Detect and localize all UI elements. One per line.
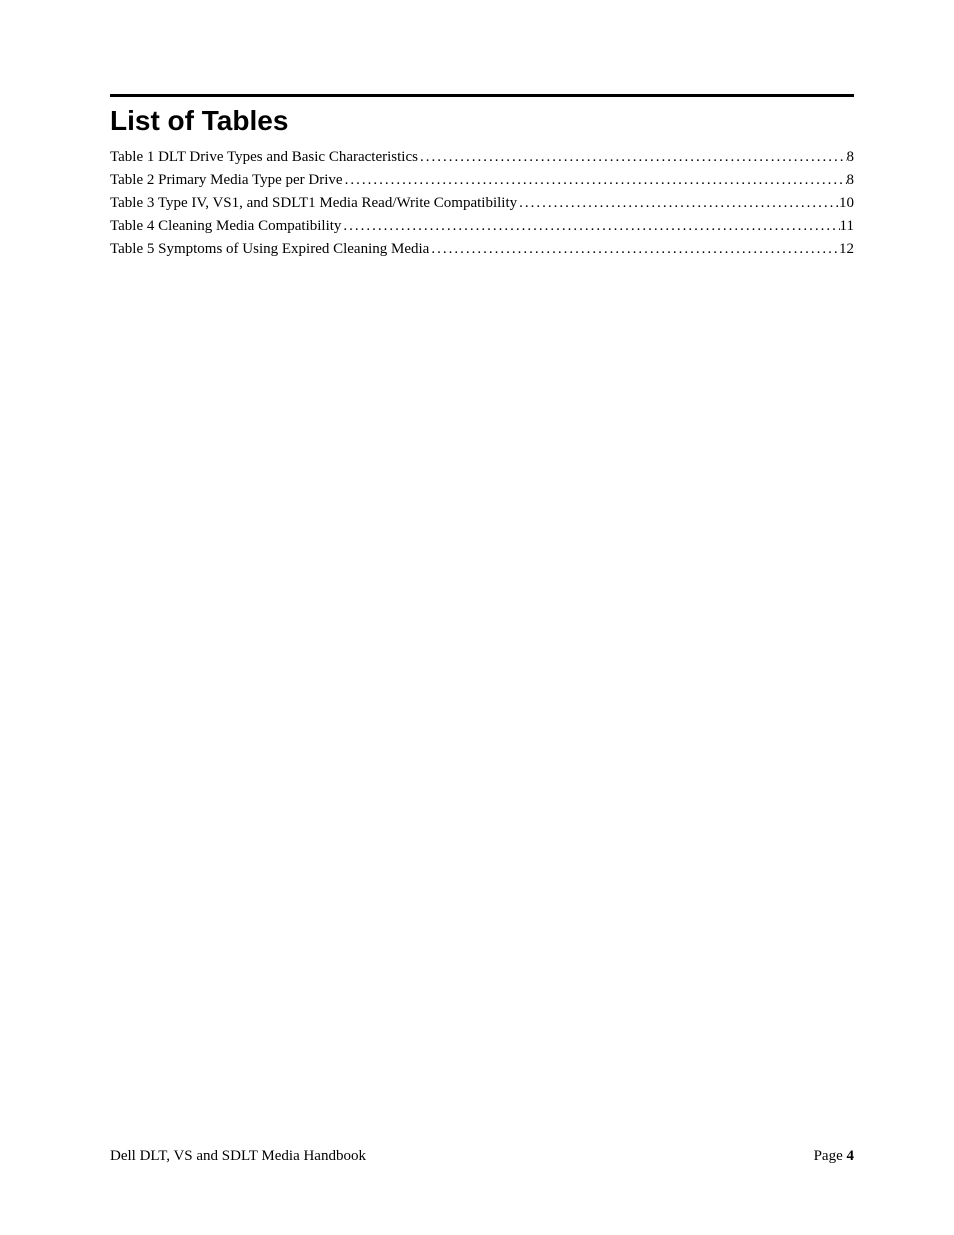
page-footer: Dell DLT, VS and SDLT Media Handbook Pag… [110, 1148, 854, 1165]
toc-row[interactable]: Table 5 Symptoms of Using Expired Cleani… [110, 239, 854, 260]
toc-title: Table 5 Symptoms of Using Expired Cleani… [110, 239, 429, 260]
toc-page: 11 [840, 216, 854, 237]
footer-page: Page 4 [814, 1148, 854, 1165]
toc-page: 10 [839, 193, 854, 214]
toc-leader [343, 170, 847, 191]
footer-doc-title: Dell DLT, VS and SDLT Media Handbook [110, 1148, 366, 1165]
toc-title: Table 2 Primary Media Type per Drive [110, 170, 343, 191]
toc-page: 8 [847, 170, 855, 191]
toc-title: Table 1 DLT Drive Types and Basic Charac… [110, 147, 418, 168]
toc-row[interactable]: Table 2 Primary Media Type per Drive 8 [110, 170, 854, 191]
toc-leader [418, 147, 847, 168]
footer-page-number: 4 [847, 1148, 855, 1164]
list-of-tables: Table 1 DLT Drive Types and Basic Charac… [110, 147, 854, 260]
section-heading: List of Tables [110, 105, 854, 137]
toc-row[interactable]: Table 4 Cleaning Media Compatibility 11 [110, 216, 854, 237]
toc-row[interactable]: Table 3 Type IV, VS1, and SDLT1 Media Re… [110, 193, 854, 214]
toc-title: Table 3 Type IV, VS1, and SDLT1 Media Re… [110, 193, 517, 214]
toc-leader [429, 239, 839, 260]
page-body: List of Tables Table 1 DLT Drive Types a… [110, 94, 854, 1175]
footer-page-label: Page [814, 1148, 843, 1164]
toc-title: Table 4 Cleaning Media Compatibility [110, 216, 341, 237]
toc-leader [341, 216, 839, 237]
toc-page: 12 [839, 239, 854, 260]
toc-page: 8 [847, 147, 855, 168]
heading-rule [110, 94, 854, 97]
toc-row[interactable]: Table 1 DLT Drive Types and Basic Charac… [110, 147, 854, 168]
toc-leader [517, 193, 839, 214]
